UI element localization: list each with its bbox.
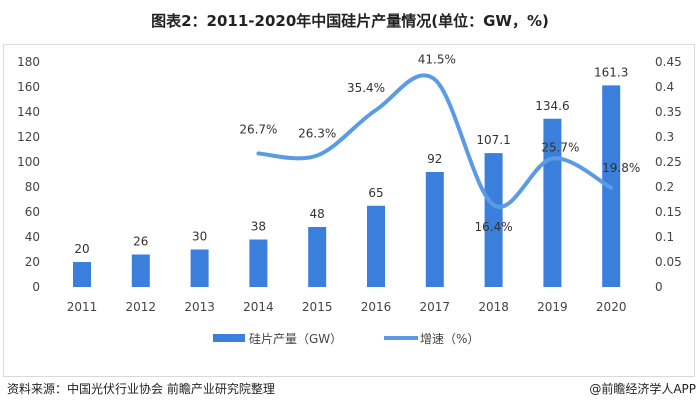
y-left-tick: 20 bbox=[25, 255, 40, 269]
x-tick: 2012 bbox=[126, 300, 157, 314]
bar-2011 bbox=[73, 262, 91, 287]
line-label: 26.7% bbox=[239, 123, 277, 137]
bar-2014 bbox=[249, 239, 268, 287]
source-note: 资料来源：中国光伏行业协会 前瞻产业研究院整理 bbox=[7, 382, 275, 396]
bar-label: 38 bbox=[251, 220, 266, 234]
bar-label: 48 bbox=[310, 207, 325, 221]
y-right-tick: 0.1 bbox=[655, 230, 674, 244]
legend-line-label: 增速（%） bbox=[420, 332, 479, 346]
bar-2016 bbox=[367, 205, 385, 287]
bar-2012 bbox=[131, 254, 150, 287]
x-tick: 2018 bbox=[478, 300, 509, 314]
y-right-tick: 0.4 bbox=[655, 80, 674, 94]
y-right-tick: 0.2 bbox=[655, 180, 674, 194]
y-left-tick: 120 bbox=[17, 130, 40, 144]
line-label: 25.7% bbox=[541, 141, 579, 155]
bar-label: 26 bbox=[133, 235, 148, 249]
y-right-tick: 0 bbox=[655, 280, 663, 294]
y-right-tick: 0.45 bbox=[655, 55, 682, 69]
bar-label: 92 bbox=[427, 152, 442, 166]
bar-label: 107.1 bbox=[476, 133, 510, 147]
line-label: 41.5% bbox=[418, 53, 456, 67]
legend-bar-swatch bbox=[213, 334, 245, 342]
brand-credit: @前瞻经济学人APP bbox=[589, 382, 696, 396]
line-label: 35.4% bbox=[347, 81, 385, 95]
bar-2013 bbox=[190, 249, 209, 287]
chart-title: 图表2：2011-2020年中国硅片产量情况(单位：GW，%) bbox=[151, 12, 549, 30]
y-right-tick: 0.25 bbox=[655, 155, 682, 169]
y-right-tick: 0.3 bbox=[655, 130, 674, 144]
y-left-tick: 140 bbox=[17, 105, 40, 119]
x-tick: 2014 bbox=[243, 300, 274, 314]
x-tick: 2015 bbox=[302, 300, 333, 314]
chart-frame bbox=[3, 44, 695, 377]
bar-2015 bbox=[308, 227, 327, 287]
x-tick: 2020 bbox=[596, 300, 627, 314]
y-right-tick: 0.15 bbox=[655, 205, 682, 219]
y-left-tick: 60 bbox=[25, 205, 40, 219]
y-left-tick: 40 bbox=[25, 230, 40, 244]
y-right-tick: 0.35 bbox=[655, 105, 682, 119]
line-label: 26.3% bbox=[298, 127, 336, 141]
x-tick: 2013 bbox=[184, 300, 215, 314]
x-tick: 2019 bbox=[537, 300, 568, 314]
line-label: 16.4% bbox=[475, 220, 513, 234]
line-label: 19.8% bbox=[602, 161, 640, 175]
y-left-tick: 80 bbox=[25, 180, 40, 194]
x-tick: 2017 bbox=[420, 300, 451, 314]
bar-label: 134.6 bbox=[535, 99, 569, 113]
bar-2018 bbox=[484, 153, 503, 287]
bar-label: 20 bbox=[74, 242, 89, 256]
legend-bar-label: 硅片产量（GW） bbox=[249, 332, 342, 346]
growth-line bbox=[256, 73, 614, 209]
bar-label: 161.3 bbox=[594, 65, 628, 79]
y-left-tick: 180 bbox=[17, 55, 40, 69]
bar-2017 bbox=[425, 172, 444, 287]
y-left-tick: 160 bbox=[17, 80, 40, 94]
bar-label: 65 bbox=[368, 186, 383, 200]
y-left-tick: 0 bbox=[32, 280, 40, 294]
y-right-tick: 0.05 bbox=[655, 255, 682, 269]
bar-label: 30 bbox=[192, 230, 207, 244]
x-tick: 2016 bbox=[361, 300, 392, 314]
y-left-tick: 100 bbox=[17, 155, 40, 169]
x-tick: 2011 bbox=[67, 300, 98, 314]
